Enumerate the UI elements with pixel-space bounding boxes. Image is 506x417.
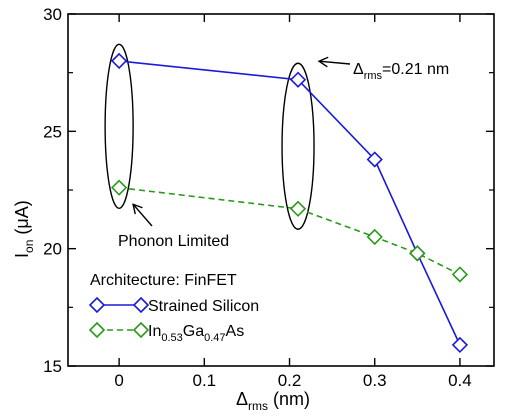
x-tick-label: 0.4 bbox=[448, 371, 472, 390]
axes: 0 0.1 0.2 0.3 0.4 15 20 25 30 bbox=[43, 5, 494, 390]
data-point bbox=[289, 200, 307, 217]
x-tick-label: 0.1 bbox=[192, 371, 216, 390]
legend-entry: Strained Silicon bbox=[88, 296, 259, 315]
series-line bbox=[119, 186, 461, 276]
data-point bbox=[409, 245, 426, 262]
y-tick-label: 25 bbox=[43, 122, 62, 141]
x-tick-label: 0.3 bbox=[363, 371, 387, 390]
legend-marker bbox=[88, 321, 106, 339]
y-tick-label: 15 bbox=[43, 357, 62, 376]
series-layer bbox=[110, 52, 469, 354]
series-ingaas bbox=[110, 179, 469, 283]
delta-rms-arrow bbox=[317, 56, 351, 68]
y-tick-label: 20 bbox=[43, 240, 62, 259]
arrow-head bbox=[132, 203, 143, 215]
data-point bbox=[366, 228, 383, 246]
legend-entry: In0.53Ga0.47As bbox=[88, 321, 244, 344]
phonon-limited-arrow bbox=[132, 203, 153, 227]
data-point bbox=[289, 71, 307, 88]
phonon-limited-label: Phonon Limited bbox=[118, 233, 229, 250]
x-axis-label: Δrms (nm) bbox=[236, 389, 310, 413]
delta-rms-ellipse bbox=[281, 62, 315, 230]
data-point bbox=[451, 266, 469, 283]
delta-rms-label: Δrms=0.21 nm bbox=[353, 61, 449, 82]
legend: Architecture: FinFET Strained Silicon In0… bbox=[88, 272, 259, 344]
x-tick-label: 0.2 bbox=[278, 371, 302, 390]
data-point bbox=[110, 179, 128, 196]
legend-label: Strained Silicon bbox=[148, 298, 259, 315]
legend-marker bbox=[88, 296, 106, 314]
legend-marker bbox=[132, 321, 150, 339]
overlays bbox=[104, 43, 351, 230]
arrow-head bbox=[317, 56, 329, 68]
x-tick-label: 0 bbox=[114, 371, 123, 390]
data-point bbox=[451, 336, 469, 354]
data-point bbox=[366, 151, 383, 168]
arrow-shaft bbox=[318, 60, 351, 65]
data-point bbox=[110, 52, 128, 70]
y-axis-label: Ion (μA) bbox=[12, 200, 36, 258]
legend-entries: Strained Silicon In0.53Ga0.47As bbox=[88, 296, 259, 344]
arrow-shaft bbox=[132, 203, 153, 227]
legend-title: Architecture: FinFET bbox=[90, 272, 237, 289]
y-tick-label: 30 bbox=[43, 5, 62, 24]
legend-marker bbox=[132, 296, 150, 314]
legend-label: In0.53Ga0.47As bbox=[148, 323, 244, 344]
phonon-limited-ellipse bbox=[104, 43, 134, 209]
